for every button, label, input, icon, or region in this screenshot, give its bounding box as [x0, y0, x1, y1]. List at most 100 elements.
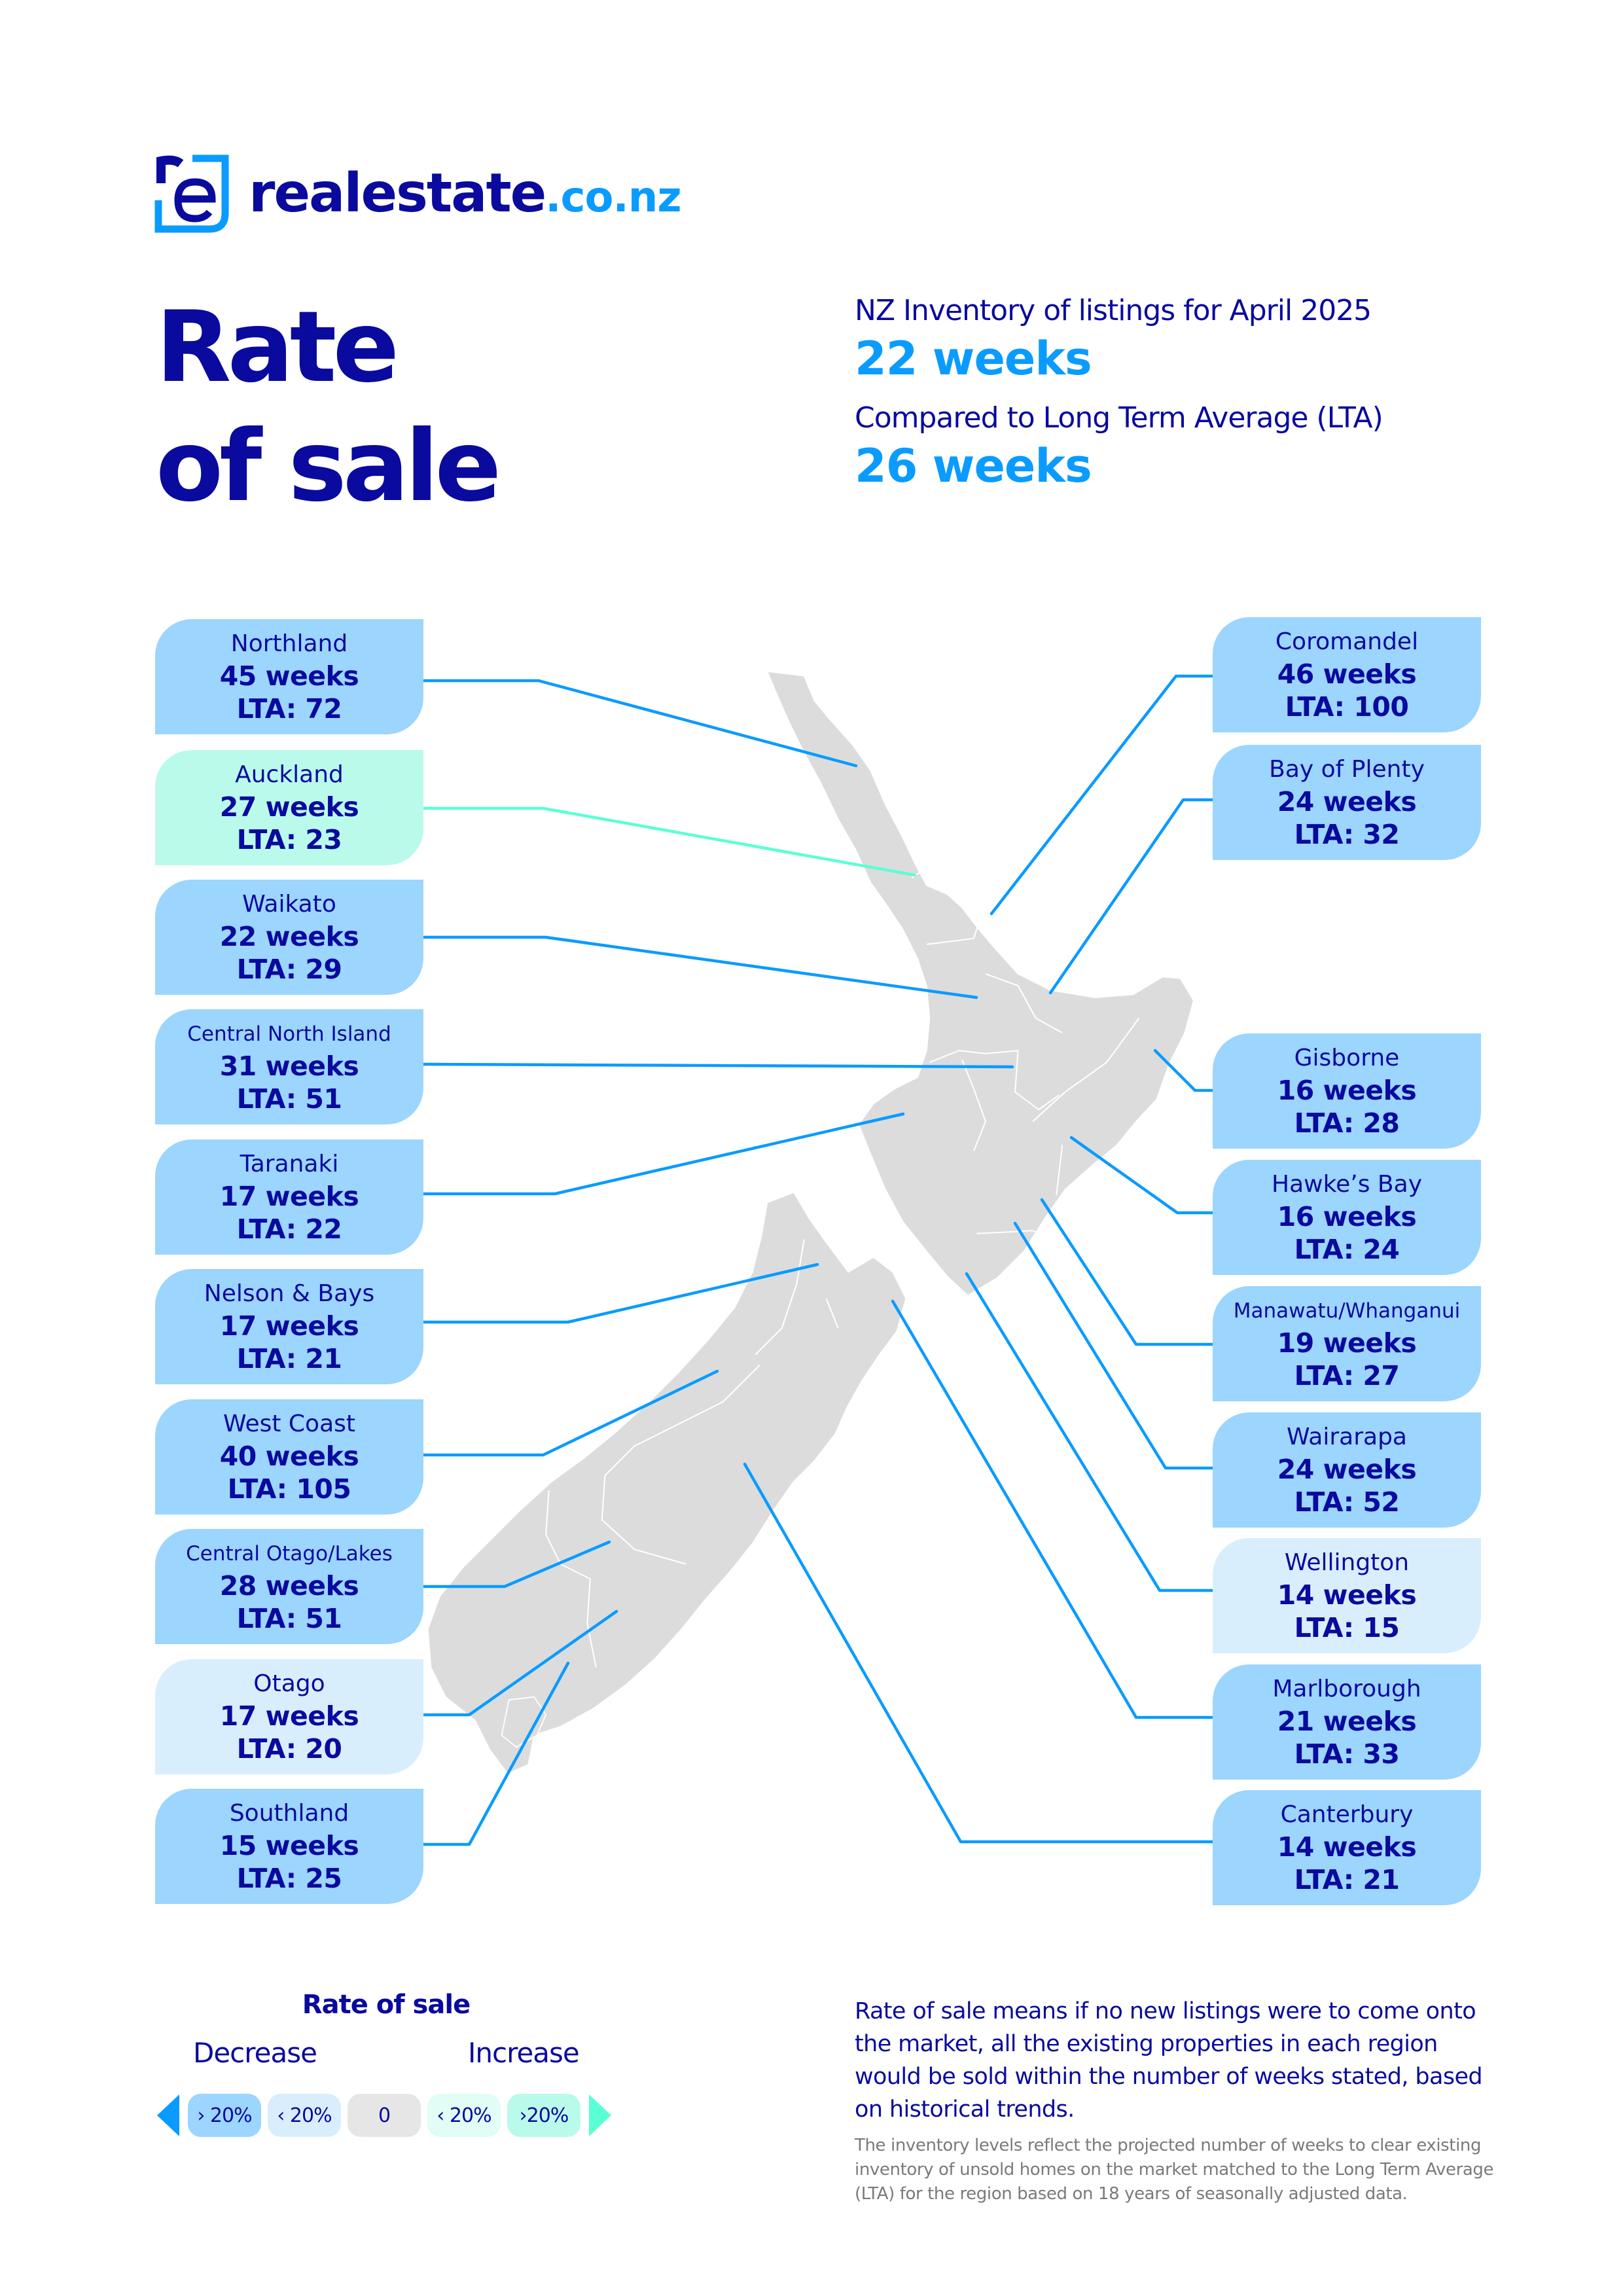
national-summary: NZ Inventory of listings for April 2025 …	[855, 291, 1383, 506]
legend-chip-zero: 0	[348, 2094, 421, 2137]
region-lta: LTA: 23	[236, 824, 342, 855]
leader-line-nelson-bays	[422, 1263, 819, 1324]
inventory-label: NZ Inventory of listings for April 2025	[855, 294, 1372, 327]
region-weeks: 45 weeks	[219, 660, 359, 692]
region-card-canterbury: Canterbury 14 weeks LTA: 21	[1213, 1790, 1481, 1905]
legend-chip-increase-small: ‹ 20%	[427, 2094, 501, 2137]
region-lta: LTA: 20	[236, 1733, 342, 1765]
leader-line-marlborough	[891, 1299, 1217, 1719]
leader-line-wairarapa	[1013, 1221, 1217, 1470]
region-weeks: 22 weeks	[219, 921, 359, 952]
lta-label: Compared to Long Term Average (LTA)	[855, 401, 1383, 435]
region-weeks: 21 weeks	[1277, 1706, 1417, 1737]
region-lta: LTA: 29	[236, 954, 342, 985]
arrow-left-icon	[157, 2094, 179, 2136]
region-weeks: 17 weeks	[219, 1181, 359, 1212]
region-lta: LTA: 72	[236, 693, 342, 725]
page-title: Rate of sale	[156, 288, 501, 526]
stewart-island-shape	[501, 1696, 547, 1748]
legend-title: Rate of sale	[302, 1990, 471, 2020]
region-lta: LTA: 51	[236, 1083, 342, 1115]
region-card-coromandel: Coromandel 46 weeks LTA: 100	[1213, 617, 1481, 732]
region-weeks: 14 weeks	[1277, 1579, 1417, 1611]
leader-line-gisborne	[1153, 1049, 1217, 1092]
region-lta: LTA: 21	[1294, 1864, 1400, 1895]
leader-line-canterbury	[743, 1462, 1217, 1844]
north-island-shape	[766, 670, 1194, 1297]
realestate-logo-icon	[154, 154, 229, 233]
region-weeks: 17 weeks	[219, 1700, 359, 1732]
legend-scale: › 20% ‹ 20% 0 ‹ 20% ›20%	[157, 2093, 611, 2138]
region-weeks: 16 weeks	[1277, 1201, 1417, 1232]
region-lta: LTA: 27	[1294, 1360, 1400, 1391]
brand-logo: realestate.co.nz	[154, 154, 682, 233]
region-card-wairarapa: Wairarapa 24 weeks LTA: 52	[1213, 1412, 1481, 1528]
region-lta: LTA: 21	[236, 1343, 342, 1374]
region-name: Taranaki	[240, 1151, 339, 1177]
region-weeks: 24 weeks	[1277, 1454, 1417, 1485]
south-island-shape	[427, 1191, 907, 1775]
region-lta: LTA: 51	[236, 1603, 342, 1634]
legend-chip-increase-big: ›20%	[507, 2094, 580, 2137]
region-name: Central North Island	[187, 1022, 391, 1046]
page-title-line-2: of sale	[156, 410, 501, 524]
brand-name: realestate	[249, 162, 546, 224]
region-lta: LTA: 100	[1285, 691, 1409, 723]
region-name: Bay of Plenty	[1269, 756, 1425, 783]
region-card-waikato: Waikato 22 weeks LTA: 29	[155, 880, 423, 995]
region-card-marlborough: Marlborough 21 weeks LTA: 33	[1213, 1664, 1481, 1780]
region-name: Coromandel	[1275, 628, 1419, 655]
region-card-southland: Southland 15 weeks LTA: 25	[155, 1789, 423, 1904]
region-card-gisborne: Gisborne 16 weeks LTA: 28	[1213, 1033, 1481, 1149]
leader-line-waikato	[422, 935, 978, 999]
region-name: Otago	[253, 1670, 325, 1697]
page-title-line-1: Rate	[156, 291, 399, 404]
region-card-central-otago-lakes: Central Otago/Lakes 28 weeks LTA: 51	[155, 1529, 423, 1644]
region-card-manawatu-whanganui: Manawatu/Whanganui 19 weeks LTA: 27	[1213, 1286, 1481, 1401]
legend-decrease-label: Decrease	[193, 2037, 317, 2069]
region-lta: LTA: 33	[1294, 1738, 1400, 1770]
leader-line-bay-of-plenty	[1048, 798, 1217, 995]
legend-chip-decrease-big: › 20%	[188, 2094, 261, 2137]
region-name: Auckland	[235, 761, 344, 788]
region-lta: LTA: 32	[1294, 819, 1400, 850]
inventory-value: 22 weeks	[855, 332, 1092, 386]
region-weeks: 15 weeks	[219, 1830, 359, 1861]
region-name: Marlborough	[1272, 1676, 1421, 1702]
region-card-otago: Otago 17 weeks LTA: 20	[155, 1659, 423, 1774]
region-name: Wellington	[1284, 1549, 1410, 1576]
region-weeks: 24 weeks	[1277, 786, 1417, 817]
region-lta: LTA: 52	[1294, 1486, 1400, 1518]
region-name: West Coast	[223, 1410, 356, 1437]
region-name: Gisborne	[1294, 1045, 1400, 1071]
region-weeks: 31 weeks	[219, 1050, 359, 1082]
region-name: Wairarapa	[1287, 1424, 1407, 1450]
region-lta: LTA: 22	[236, 1213, 342, 1245]
legend-chip-decrease-small: ‹ 20%	[268, 2094, 341, 2137]
leader-line-central-north-island	[422, 1062, 1014, 1069]
region-name: Southland	[229, 1800, 349, 1827]
region-card-taranaki: Taranaki 17 weeks LTA: 22	[155, 1139, 423, 1255]
region-name: Manawatu/Whanganui	[1233, 1299, 1461, 1323]
region-card-auckland: Auckland 27 weeks LTA: 23	[155, 750, 423, 865]
region-name: Northland	[230, 630, 348, 657]
region-name: Nelson & Bays	[204, 1280, 375, 1307]
region-lta: LTA: 15	[1294, 1612, 1400, 1643]
legend-increase-label: Increase	[468, 2037, 580, 2069]
leader-line-otago	[422, 1609, 618, 1717]
region-lta: LTA: 28	[1294, 1107, 1400, 1139]
region-weeks: 27 weeks	[219, 791, 359, 823]
region-name: Canterbury	[1280, 1801, 1414, 1828]
region-card-hawkes-bay: Hawke’s Bay 16 weeks LTA: 24	[1213, 1160, 1481, 1275]
arrow-right-icon	[589, 2094, 611, 2136]
leader-line-southland	[422, 1661, 570, 1846]
region-card-central-north-island: Central North Island 31 weeks LTA: 51	[155, 1009, 423, 1124]
region-weeks: 46 weeks	[1277, 658, 1417, 690]
region-weeks: 17 weeks	[219, 1310, 359, 1342]
region-weeks: 28 weeks	[219, 1570, 359, 1602]
region-weeks: 19 weeks	[1277, 1327, 1417, 1359]
region-weeks: 14 weeks	[1277, 1831, 1417, 1863]
region-name: Central Otago/Lakes	[186, 1542, 393, 1566]
